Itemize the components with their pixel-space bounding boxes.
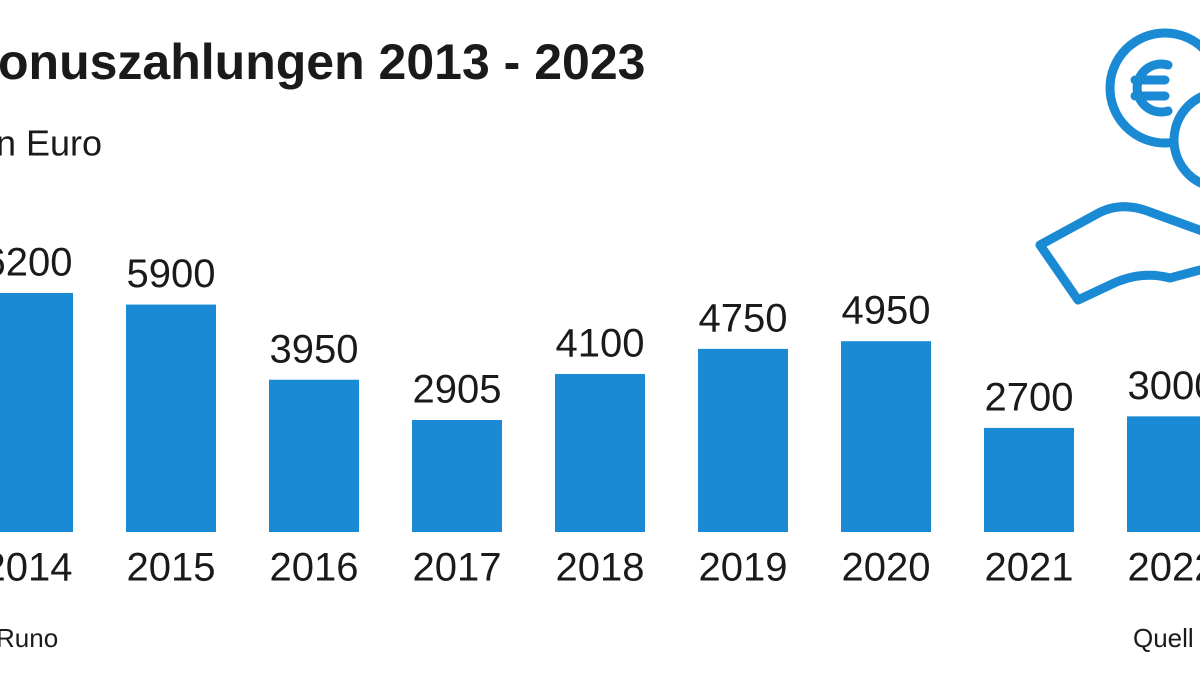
value-label: 5900	[127, 252, 216, 296]
value-label: 6200	[0, 241, 72, 285]
bar	[1127, 416, 1200, 532]
bar	[412, 420, 502, 532]
x-tick-label: 2014	[0, 546, 72, 590]
x-tick-label: 2016	[270, 546, 359, 590]
value-label: 4100	[556, 322, 645, 366]
bar	[269, 379, 359, 532]
bar	[0, 293, 73, 532]
money-hand-icon	[1035, 28, 1200, 305]
bar	[841, 341, 931, 532]
chart-title: onuszahlungen 2013 - 2023	[0, 34, 645, 90]
source-right: Quell	[1133, 623, 1194, 653]
x-tick-label: 2022	[1128, 546, 1200, 590]
x-tick-label: 2018	[556, 546, 645, 590]
bar	[126, 304, 216, 532]
bar	[698, 348, 788, 532]
bar	[984, 427, 1074, 532]
value-label: 4750	[699, 296, 788, 340]
x-tick-label: 2017	[413, 546, 502, 590]
x-tick-label: 2021	[985, 546, 1074, 590]
x-tick-label: 2020	[842, 546, 931, 590]
x-tick-label: 2015	[127, 546, 216, 590]
value-label: 3950	[270, 327, 359, 371]
value-label: 3000	[1128, 364, 1200, 408]
x-tick-label: 2019	[699, 546, 788, 590]
bar	[555, 373, 645, 532]
chart-subtitle: n Euro	[0, 123, 102, 164]
source-left: Runo	[0, 623, 58, 653]
value-label: 2905	[413, 368, 502, 412]
value-label: 4950	[842, 289, 931, 333]
value-label: 2700	[985, 375, 1074, 419]
